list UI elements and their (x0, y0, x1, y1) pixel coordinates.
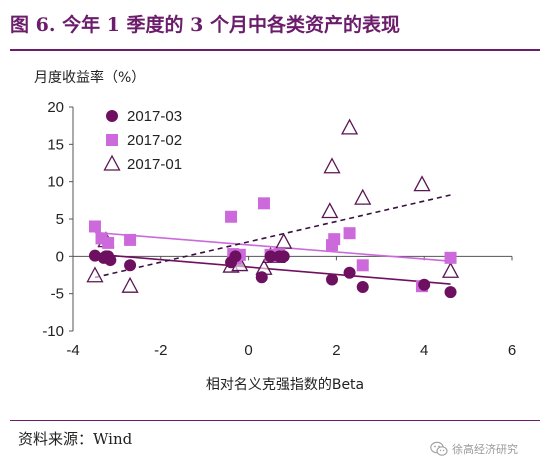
point-2017-01 (121, 276, 139, 293)
data-points (86, 118, 460, 299)
y-tick-label: 0 (56, 248, 64, 265)
figure-header: 图 6. 今年 1 季度的 3 个月中各类资产的表现 (0, 0, 550, 52)
y-tick-label: -10 (42, 323, 64, 340)
point-2017-02 (343, 227, 356, 240)
point-2017-03 (418, 278, 431, 291)
footer-divider (10, 420, 540, 421)
series-2017-02 (88, 197, 457, 293)
x-tick-label: 4 (420, 342, 428, 359)
legend-label: 2017-01 (127, 156, 182, 173)
header-divider (10, 49, 540, 51)
point-2017-01 (340, 118, 359, 135)
point-2017-02 (328, 233, 341, 246)
legend-marker (106, 134, 118, 146)
point-2017-02 (88, 220, 101, 233)
y-tick-label: 10 (47, 174, 64, 191)
point-2017-03 (255, 271, 268, 284)
point-2017-03 (326, 273, 339, 286)
trendlines (94, 194, 451, 285)
watermark-text: 徐高经济研究 (452, 443, 518, 456)
point-2017-03 (124, 259, 137, 272)
chart-legend: 2017-03 2017-02 2017-01 (103, 108, 182, 173)
y-tick-label: 20 (47, 99, 64, 116)
trendline-2017-03 (94, 253, 451, 285)
y-axis-ticks: -10 -5 0 5 10 15 20 (42, 99, 73, 340)
y-tick-label: 5 (56, 211, 64, 228)
point-2017-03 (277, 250, 290, 263)
x-tick-label: -4 (66, 342, 79, 359)
point-2017-02 (257, 197, 270, 210)
series-2017-03 (88, 249, 457, 299)
wechat-icon (430, 441, 448, 456)
point-2017-01 (413, 175, 431, 192)
legend-marker (103, 154, 121, 171)
point-2017-03 (264, 250, 277, 263)
point-2017-02 (444, 251, 457, 264)
trendline-2017-02 (94, 231, 451, 262)
point-2017-03 (104, 254, 117, 267)
point-2017-03 (229, 250, 242, 263)
watermark: 徐高经济研究 (430, 440, 518, 458)
point-2017-01 (86, 266, 104, 283)
y-axis-label: 月度收益率（%） (34, 69, 145, 86)
x-tick-label: 0 (244, 342, 252, 359)
point-2017-01 (321, 202, 339, 219)
point-2017-01 (323, 157, 341, 174)
point-2017-03 (343, 266, 356, 279)
x-tick-label: -2 (154, 342, 167, 359)
x-axis-ticks: -4 -2 0 2 4 6 (66, 256, 516, 359)
point-2017-01 (354, 188, 372, 205)
x-tick-label: 6 (508, 342, 516, 359)
y-tick-label: 15 (47, 136, 64, 153)
x-axis-label: 相对名义克强指数的Beta (206, 377, 364, 393)
y-tick-label: -5 (51, 286, 64, 303)
point-2017-02 (356, 259, 369, 272)
figure-title: 图 6. 今年 1 季度的 3 个月中各类资产的表现 (10, 14, 400, 36)
x-tick-label: 2 (332, 342, 340, 359)
axes-layer: -4 -2 0 2 4 6 -10 -5 0 5 10 15 20 (42, 99, 516, 359)
legend-label: 2017-02 (127, 132, 182, 149)
scatter-chart: -4 -2 0 2 4 6 -10 -5 0 5 10 15 20 月度收益率（%） 相对名义克强指数… (34, 69, 516, 393)
trendline-2017-01 (94, 194, 451, 279)
legend-marker (106, 110, 118, 122)
point-2017-01 (441, 261, 460, 278)
point-2017-03 (444, 286, 457, 299)
legend-item-2017-03: 2017-03 (106, 108, 182, 125)
point-2017-02 (124, 233, 137, 246)
source-note: 资料来源：Wind (18, 430, 133, 448)
legend-item-2017-01: 2017-01 (103, 154, 182, 173)
point-2017-02 (102, 236, 115, 249)
point-2017-01 (275, 232, 293, 249)
point-2017-02 (225, 210, 238, 223)
legend-item-2017-02: 2017-02 (106, 132, 182, 149)
point-2017-03 (356, 280, 369, 293)
legend-label: 2017-03 (127, 108, 182, 125)
